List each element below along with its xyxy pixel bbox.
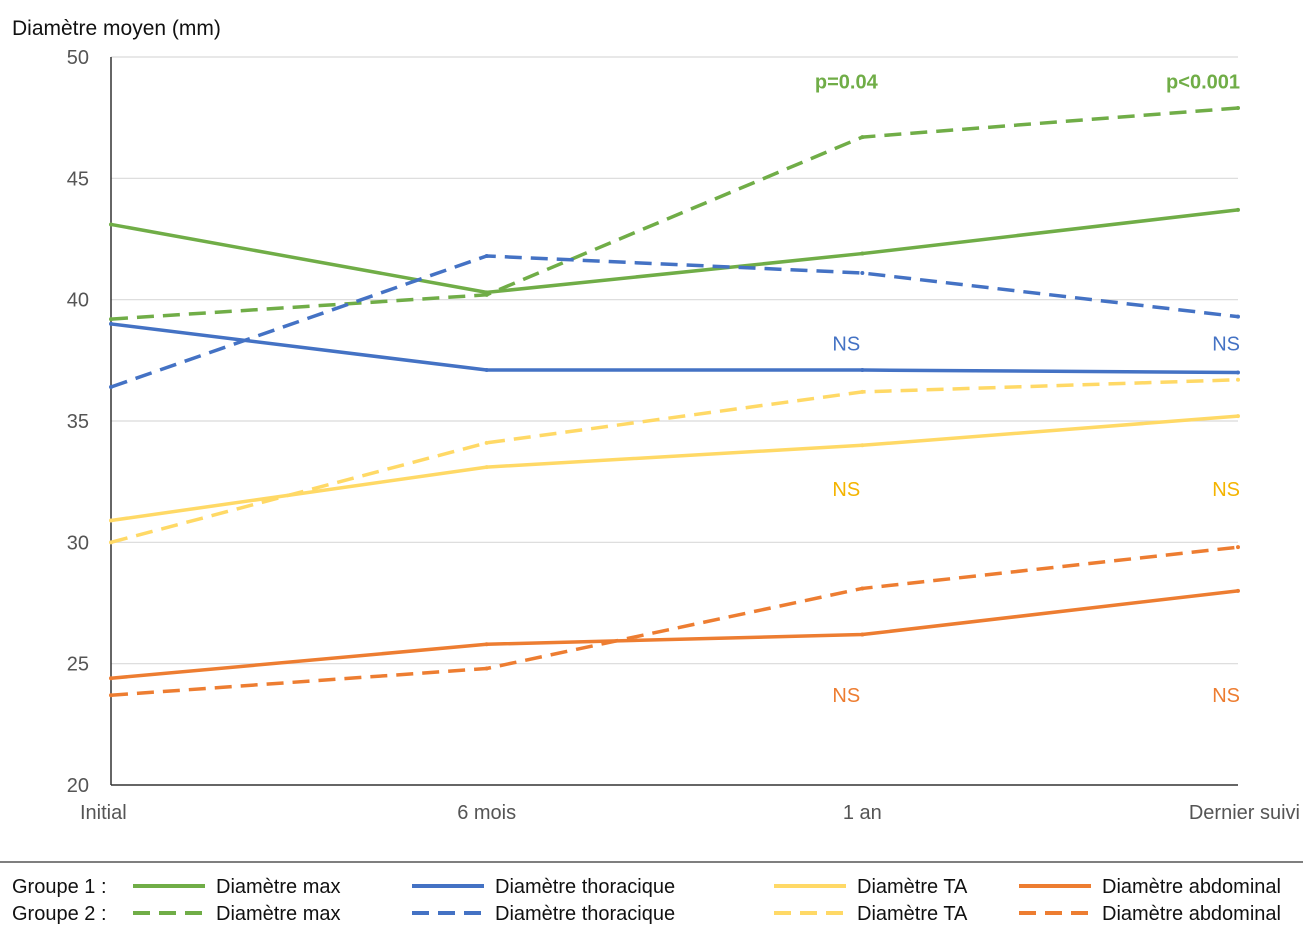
annotations: p=0.04 p<0.001 NS NS NS NS NS NS: [815, 71, 1240, 707]
y-tick-label: 40: [67, 290, 89, 312]
annotation-label: NS: [1212, 333, 1240, 355]
legend-entry-label: Diamètre abdominal: [1102, 876, 1281, 898]
legend-entry-label: Diamètre abdominal: [1102, 903, 1281, 925]
annotation-label: NS: [832, 333, 860, 355]
data-point-diametre-thoracique-groupe-1: [860, 368, 865, 373]
data-point-diametre-thoracique-groupe-1: [1236, 370, 1240, 375]
legend-entry-label: Diamètre thoracique: [495, 876, 675, 898]
data-point-diametre-thoracique-groupe-1: [109, 321, 113, 326]
y-tick-label: 35: [67, 411, 89, 433]
y-tick-label: 25: [67, 654, 89, 676]
data-point-diametre-ta-groupe-2: [109, 540, 113, 545]
y-tick-label: 45: [67, 168, 89, 190]
data-point-diametre-abdominal-groupe-2: [484, 666, 489, 671]
legend: Groupe 1 : Diamètre max Diamètre thoraciqu…: [12, 876, 1281, 925]
data-point-diametre-abdominal-groupe-1: [109, 676, 113, 681]
data-point-diametre-ta-groupe-1: [109, 518, 113, 523]
legend-entry-label: Diamètre max: [216, 876, 340, 898]
legend-entry-label: Diamètre TA: [857, 876, 968, 898]
y-tick-label: 30: [67, 532, 89, 554]
y-tick-label: 50: [67, 47, 89, 69]
data-point-diametre-ta-groupe-1: [1236, 414, 1240, 419]
data-point-diametre-abdominal-groupe-1: [1236, 588, 1240, 593]
data-point-diametre-abdominal-groupe-2: [109, 693, 113, 698]
legend-row-label: Groupe 1 :: [12, 876, 107, 898]
data-point-diametre-thoracique-groupe-2: [860, 270, 865, 275]
data-point-diametre-ta-groupe-2: [484, 440, 489, 445]
annotation-label: NS: [1212, 479, 1240, 501]
data-point-diametre-ta-groupe-2: [1236, 377, 1240, 382]
data-point-diametre-abdominal-groupe-1: [484, 642, 489, 647]
x-tick-label: 6 mois: [457, 802, 516, 824]
series-line-diametre-abdominal-groupe-1: [110, 589, 1239, 680]
legend-row-label: Groupe 2 :: [12, 903, 107, 925]
y-axis-title: Diamètre moyen (mm): [12, 17, 221, 40]
data-point-diametre-thoracique-groupe-2: [109, 385, 113, 390]
series-line-diametre-ta-groupe-1: [110, 414, 1239, 523]
gridlines: [111, 56, 1238, 665]
data-point-diametre-max-groupe-2: [1236, 105, 1240, 110]
series-line-diametre-max-groupe-1: [110, 208, 1239, 295]
legend-entry-label: Diamètre thoracique: [495, 903, 675, 925]
data-point-diametre-thoracique-groupe-1: [484, 368, 489, 373]
annotation-label: NS: [832, 685, 860, 707]
data-point-diametre-thoracique-groupe-2: [484, 253, 489, 258]
legend-entry-label: Diamètre TA: [857, 903, 968, 925]
axes: [110, 57, 1238, 786]
data-point-diametre-max-groupe-1: [860, 251, 865, 256]
data-point-diametre-max-groupe-1: [1236, 207, 1240, 212]
data-point-diametre-ta-groupe-1: [860, 443, 865, 448]
data-point-diametre-abdominal-groupe-1: [860, 632, 865, 637]
series-line-diametre-thoracique-groupe-1: [110, 322, 1239, 375]
data-point-diametre-max-groupe-2: [484, 292, 489, 297]
legend-entry-label: Diamètre max: [216, 903, 340, 925]
series-lines: [109, 105, 1240, 698]
data-point-diametre-thoracique-groupe-2: [1236, 314, 1240, 319]
data-point-diametre-ta-groupe-1: [484, 465, 489, 470]
x-tick-labels: Initial 6 mois 1 an Dernier suivi: [80, 802, 1300, 824]
series-line-diametre-max-groupe-2: [110, 106, 1239, 321]
y-tick-labels: 20 25 30 35 40 45 50: [67, 47, 89, 797]
annotation-label: NS: [1212, 685, 1240, 707]
data-point-diametre-ta-groupe-2: [860, 389, 865, 394]
x-tick-label: 1 an: [843, 802, 882, 824]
data-point-diametre-max-groupe-2: [109, 317, 113, 322]
data-point-diametre-abdominal-groupe-2: [860, 586, 865, 591]
annotation-label: p<0.001: [1166, 71, 1240, 93]
annotation-label: p=0.04: [815, 71, 879, 93]
data-point-diametre-max-groupe-2: [860, 135, 865, 140]
x-tick-label: Initial: [80, 802, 127, 824]
y-tick-label: 20: [67, 775, 89, 797]
series-line-diametre-thoracique-groupe-2: [110, 254, 1239, 389]
data-point-diametre-max-groupe-1: [109, 222, 113, 227]
annotation-label: NS: [832, 479, 860, 501]
data-point-diametre-abdominal-groupe-2: [1236, 545, 1240, 550]
series-line-diametre-ta-groupe-2: [110, 377, 1239, 545]
series-line-diametre-abdominal-groupe-2: [110, 545, 1239, 697]
x-tick-label: Dernier suivi: [1189, 802, 1300, 824]
